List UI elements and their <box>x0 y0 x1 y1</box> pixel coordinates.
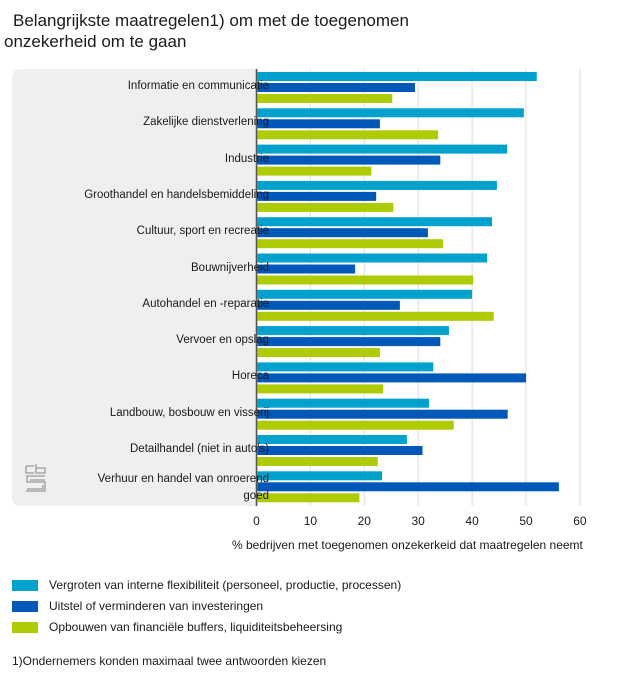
bars <box>257 72 559 503</box>
bar <box>257 264 356 274</box>
bar <box>257 239 443 249</box>
gridlines <box>309 69 581 506</box>
bar <box>257 326 449 336</box>
bar <box>257 311 494 321</box>
bar <box>257 217 493 227</box>
category-label: Autohandel en -reparatie <box>142 297 269 310</box>
bar <box>257 471 383 481</box>
bar <box>257 300 400 310</box>
bar <box>257 446 423 455</box>
bar <box>257 362 434 372</box>
cbs-logo-icon <box>25 464 46 492</box>
category-label: Bouwnijverheid <box>191 261 269 274</box>
bar <box>257 420 454 430</box>
bar <box>257 435 407 444</box>
bar <box>257 457 378 466</box>
footnote: 1)Ondernemers konden maximaal twee antwo… <box>12 654 327 668</box>
bar <box>257 155 441 165</box>
x-tick-label: 40 <box>465 514 479 528</box>
legend-label: Uitstel of verminderen van investeringen <box>49 599 264 613</box>
category-label: Verhuur en handel van onroerend goed <box>97 473 269 503</box>
x-tick-label: 10 <box>303 514 318 528</box>
bar <box>257 493 360 503</box>
category-label: Industrie <box>224 152 269 165</box>
category-label: Groothandel en handelsbemiddeling <box>84 188 269 201</box>
category-label: Detailhandel (niet in auto's) <box>130 443 269 455</box>
bar <box>257 191 377 201</box>
x-tick-label: 20 <box>357 514 371 528</box>
legend-swatch <box>12 580 38 591</box>
bar <box>257 119 380 129</box>
bar <box>257 373 526 383</box>
bar <box>257 94 393 103</box>
x-tick-label: 60 <box>573 514 587 528</box>
x-tick-label: 0 <box>253 514 260 528</box>
bar <box>257 409 508 419</box>
bar <box>257 144 508 154</box>
x-tick-label: 30 <box>411 514 425 528</box>
bar <box>257 253 488 263</box>
category-label: Cultuur, sport en recreatie <box>136 225 269 238</box>
bar <box>257 398 429 408</box>
bar <box>257 289 473 299</box>
title-line-1: Belangrijkste maatregelen1) om met de to… <box>13 11 409 30</box>
x-axis-label: % bedrijven met toegenomen onzekerkeid d… <box>232 538 583 552</box>
bar <box>257 166 372 176</box>
bar <box>257 72 537 81</box>
category-label: Vervoer en opslag <box>176 334 269 347</box>
category-label: Horeca <box>231 370 269 383</box>
category-label: Landbouw, bosbouw en visserij <box>109 406 269 419</box>
bar <box>257 108 524 118</box>
category-label: Zakelijke dienstverlening <box>143 116 269 129</box>
bar <box>257 337 441 347</box>
bar <box>257 384 384 394</box>
bar <box>257 130 439 140</box>
category-label-panel <box>12 69 258 506</box>
bar <box>257 275 474 285</box>
bar <box>257 228 428 238</box>
legend-label: Opbouwen van financiële buffers, liquidi… <box>49 620 343 634</box>
title-line-2: onzekerheid om te gaan <box>4 32 187 51</box>
x-tick-label: 50 <box>519 514 533 528</box>
bar <box>257 482 559 492</box>
bar <box>257 180 497 190</box>
category-label: Informatie en communicatie <box>127 80 269 92</box>
bar <box>257 83 415 92</box>
bar <box>257 348 380 358</box>
chart-title: Belangrijkste maatregelen1) om met de to… <box>4 10 443 52</box>
legend-swatch <box>12 622 38 633</box>
bar <box>257 202 394 212</box>
legend-label: Vergroten van interne flexibiliteit (per… <box>49 578 402 592</box>
legend-swatch <box>12 601 38 612</box>
